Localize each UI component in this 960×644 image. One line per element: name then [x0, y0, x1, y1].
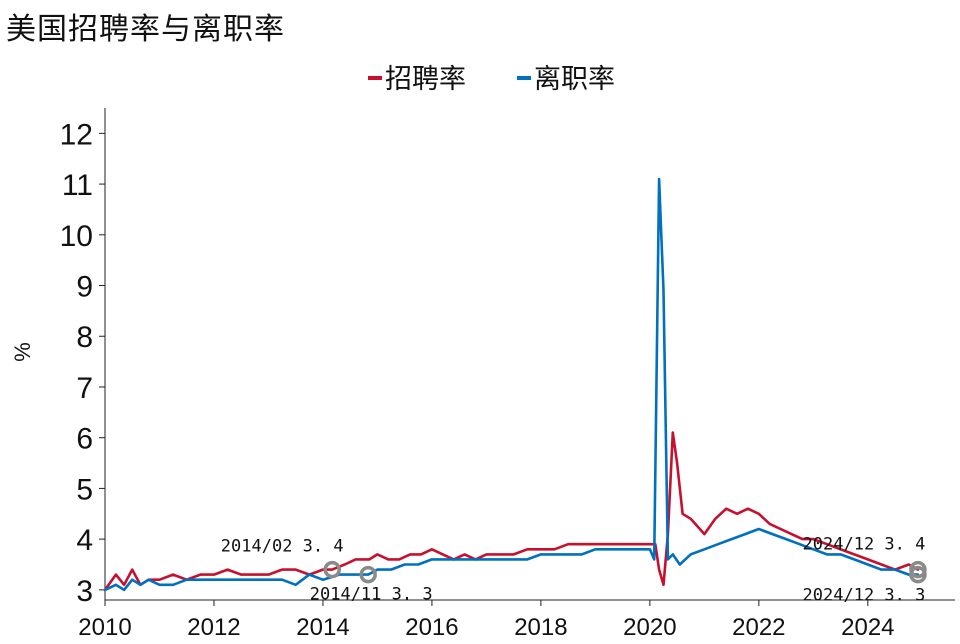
annotation-label: 2024/12 3. 3 [803, 586, 926, 606]
y-tick-label: 12 [60, 118, 93, 151]
annotation-marker [323, 560, 341, 579]
y-axis-label: % [10, 342, 35, 362]
annotation-label: 2024/12 3. 4 [803, 535, 926, 555]
x-tick-label: 2022 [732, 614, 785, 641]
annotation-marker [909, 565, 927, 584]
x-tick-label: 2024 [841, 614, 894, 641]
annotation-label: 2014/11 3. 3 [310, 585, 433, 605]
y-tick-label: 3 [76, 575, 93, 608]
y-tick-label: 9 [76, 271, 93, 304]
series-line-quit-rate [103, 177, 920, 592]
y-tick-label: 10 [60, 220, 93, 253]
series-layer [103, 177, 920, 592]
annotation-label: 2014/02 3. 4 [221, 537, 344, 557]
x-tick-label: 2010 [78, 614, 131, 641]
y-tick-label: 5 [76, 473, 93, 506]
legend-label: 离职率 [534, 64, 615, 95]
x-tick-label: 2012 [187, 614, 240, 641]
x-tick-label: 2014 [296, 614, 349, 641]
legend-label: 招聘率 [385, 64, 466, 95]
y-tick-label: 4 [76, 524, 93, 557]
x-tick-label: 2016 [405, 614, 458, 641]
y-tick-label: 7 [76, 372, 93, 405]
series-line-hiring-rate [103, 431, 920, 592]
annotation-layer: 2014/02 3. 4 2014/11 3. 3 2024/12 3. 4 2024… [221, 535, 927, 606]
y-tick-label: 8 [76, 321, 93, 354]
y-tick-label: 11 [62, 169, 93, 202]
x-tick-label: 2018 [514, 614, 567, 641]
legend: 招聘率 离职率 [368, 64, 615, 95]
y-tick-label: 6 [76, 423, 93, 456]
chart-title: 美国招聘率与离职率 [6, 12, 285, 47]
axes: 3 4 5 6 7 8 9 10 11 12% 2010 2012 2014 2016 2018 2020 20… [10, 108, 955, 641]
annotation-marker [359, 565, 377, 584]
x-tick-label: 2020 [623, 614, 676, 641]
